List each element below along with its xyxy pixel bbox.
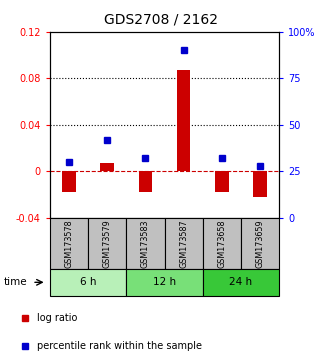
Bar [126, 269, 203, 296]
Bar [164, 218, 203, 269]
Bar [50, 218, 88, 269]
Text: time: time [3, 277, 27, 287]
Text: percentile rank within the sample: percentile rank within the sample [37, 341, 202, 351]
Bar [139, 171, 152, 192]
Bar [215, 171, 229, 192]
Bar [177, 70, 190, 171]
Bar [203, 218, 241, 269]
Text: GSM173587: GSM173587 [179, 219, 188, 268]
Text: 12 h: 12 h [153, 277, 176, 287]
Bar [50, 269, 126, 296]
Bar [203, 269, 279, 296]
Bar [88, 218, 126, 269]
Text: GSM173583: GSM173583 [141, 219, 150, 268]
Bar [126, 218, 164, 269]
Text: GSM173578: GSM173578 [65, 219, 74, 268]
Text: GSM173579: GSM173579 [103, 219, 112, 268]
Text: GSM173658: GSM173658 [217, 219, 226, 268]
Bar [100, 163, 114, 171]
Text: log ratio: log ratio [37, 313, 78, 323]
Bar [62, 171, 75, 192]
Text: 6 h: 6 h [80, 277, 96, 287]
Text: GSM173659: GSM173659 [256, 219, 265, 268]
Text: 24 h: 24 h [230, 277, 253, 287]
Bar [241, 218, 279, 269]
Text: GDS2708 / 2162: GDS2708 / 2162 [103, 12, 218, 27]
Bar [254, 171, 267, 197]
